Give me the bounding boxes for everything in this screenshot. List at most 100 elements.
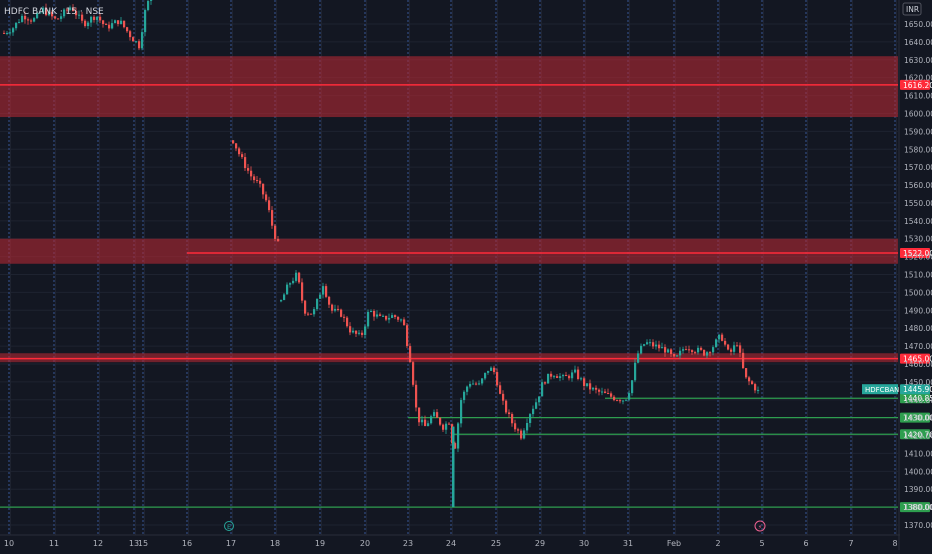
candle-body (757, 389, 760, 391)
candle-body (589, 383, 592, 390)
currency-box[interactable] (902, 2, 922, 16)
price-tick-label: 1470.00 (904, 342, 932, 351)
time-tick-label: 11 (49, 539, 59, 548)
candle-body (427, 423, 430, 427)
candle-body (277, 238, 280, 242)
resistance-zone (0, 353, 898, 363)
candle-body (631, 380, 634, 394)
candle-body (568, 375, 571, 379)
support-price-tag (900, 502, 930, 513)
candle-body (93, 16, 96, 20)
time-tick-label: 29 (535, 539, 545, 548)
price-axis: 1370.00 1380.00 1390.00 1400.00 1410.00 1420.… (898, 0, 932, 550)
candle-body (691, 350, 694, 353)
candle-body (400, 319, 403, 321)
symbol-tag (862, 384, 898, 395)
candle-body (99, 16, 102, 21)
candle-body (754, 384, 757, 391)
candle-body (544, 382, 547, 384)
candle-body (616, 400, 619, 402)
candle-body (138, 41, 141, 49)
candle-body (84, 20, 87, 27)
candle-body (733, 345, 736, 352)
time-tick-label: 23 (403, 539, 413, 548)
candle-body (102, 20, 105, 25)
candle-body (394, 315, 397, 317)
candle-body (403, 319, 406, 326)
candle-body (313, 309, 316, 315)
candle-body (445, 423, 448, 430)
candle-body (688, 349, 691, 351)
price-tick-label: 1610.00 (904, 92, 932, 101)
earnings-event-icon[interactable] (224, 521, 234, 531)
resistance-price-tag (900, 79, 930, 90)
candle-body (452, 426, 455, 508)
candle-body (117, 20, 120, 24)
candle-body (490, 367, 493, 371)
lightning-event-icon[interactable] (754, 520, 766, 532)
candle-body (241, 154, 244, 158)
candle-body (235, 143, 238, 149)
resistance-zone (0, 56, 898, 118)
candle-body (532, 408, 535, 415)
candle-body (283, 294, 286, 301)
candle-body (105, 24, 108, 26)
candle-body (310, 313, 313, 315)
candle-body (535, 402, 538, 409)
support-price-tag (900, 393, 930, 404)
candle-body (664, 347, 667, 353)
candle-body (730, 349, 733, 352)
price-tick-label: 1490.00 (904, 306, 932, 315)
candle-body (478, 383, 481, 385)
candle-body (514, 423, 517, 430)
candle-body (256, 180, 259, 182)
candle-body (580, 378, 583, 380)
support-price-tag (900, 429, 930, 440)
symbol-title: HDFC BANK · 15 · NSE (4, 7, 104, 17)
resistance-zones (0, 56, 898, 363)
time-tick-label: 5 (759, 539, 764, 548)
candle-body (87, 22, 90, 27)
resistance-price-tag (900, 353, 930, 364)
candle-body (643, 344, 646, 346)
candle-body (475, 383, 478, 385)
candle-body (90, 16, 93, 23)
last-price-label: 1445.90 (903, 385, 932, 394)
time-tick-label: 12 (93, 539, 103, 548)
candle-body (36, 12, 39, 19)
candle-body (727, 344, 730, 350)
candle-body (661, 347, 664, 349)
time-tick-label: Feb (667, 539, 681, 548)
candle-body (238, 148, 241, 155)
candle-body (553, 376, 556, 378)
candle-body (349, 326, 352, 333)
candle-body (634, 362, 637, 381)
candle-body (48, 11, 51, 16)
candle-body (81, 14, 84, 21)
candle-body (685, 349, 688, 351)
price-tick-label: 1400.00 (904, 467, 932, 476)
candle-body (484, 372, 487, 379)
candle-body (463, 391, 466, 401)
candle-body (307, 313, 310, 315)
candle-body (358, 332, 361, 334)
candle-body (457, 423, 460, 449)
time-tick-label: 17 (226, 539, 236, 548)
candle-body (301, 282, 304, 301)
candle-body (135, 41, 138, 43)
candle-body (30, 20, 33, 22)
candle-body (556, 376, 559, 378)
support-price-tag (900, 412, 930, 423)
candle-body (586, 383, 589, 386)
price-levels: 1616.20 1522.00 1465.00 1440.85 1430.00 1420.… (0, 79, 932, 513)
price-tick-label: 1630.00 (904, 56, 932, 65)
candle-body (39, 12, 42, 14)
candle-body (460, 400, 463, 424)
candle-body (541, 382, 544, 397)
candle-body (520, 430, 523, 439)
candle-body (391, 315, 394, 318)
time-tick-label: 20 (360, 539, 370, 548)
